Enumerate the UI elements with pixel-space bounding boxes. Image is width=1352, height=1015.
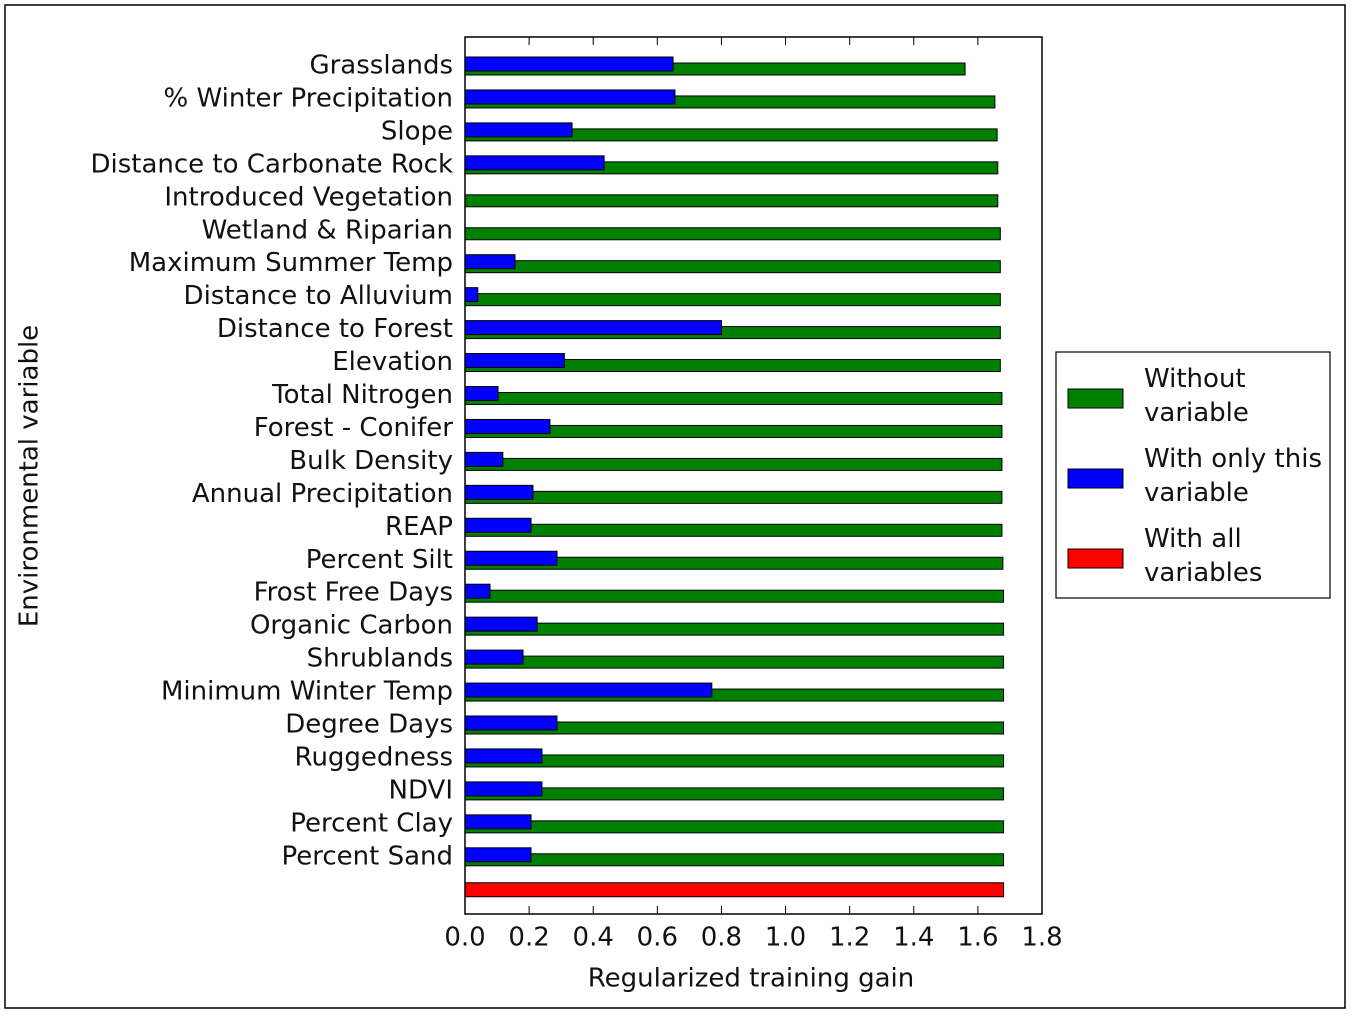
y-tick-label: Distance to Alluvium (184, 281, 453, 311)
legend-swatch (1067, 388, 1124, 409)
x-tick-label: 0.6 (637, 923, 678, 953)
bar (464, 787, 1005, 801)
y-tick-label: Forest - Conifer (254, 413, 454, 443)
y-tick-label: Grasslands (309, 51, 453, 81)
bar (464, 523, 1003, 537)
bar (464, 254, 516, 270)
bar (464, 754, 1005, 768)
bar (464, 484, 534, 500)
x-tick-label: 0.0 (444, 923, 485, 953)
bar (464, 748, 543, 764)
y-tick-label: Wetland & Riparian (202, 215, 453, 245)
y-tick-label: Degree Days (285, 710, 453, 740)
y-tick-label: Minimum Winter Temp (161, 677, 453, 707)
x-tick-label: 0.2 (508, 923, 549, 953)
bar (464, 550, 558, 566)
x-tick-label: 1.6 (957, 923, 998, 953)
x-tick-label: 1.0 (765, 923, 806, 953)
bar (464, 616, 538, 632)
legend-label: With all variables (1144, 524, 1263, 588)
y-tick-label: REAP (385, 512, 453, 542)
bar (464, 56, 674, 72)
bar (464, 293, 1001, 307)
bar (464, 649, 524, 665)
y-tick-label: Distance to Forest (217, 314, 453, 344)
legend-label: With only this variable (1144, 444, 1323, 508)
bar (464, 392, 1003, 405)
bar (464, 194, 999, 208)
bar (464, 122, 573, 138)
y-tick-label: % Winter Precipitation (164, 83, 453, 113)
x-tick-label: 1.4 (893, 923, 934, 953)
legend-entry: With only this variable (1144, 444, 1323, 508)
y-tick-label: Percent Clay (290, 808, 453, 838)
legend-label: Without variable (1144, 364, 1249, 428)
bar (464, 260, 1001, 274)
bar (464, 882, 1005, 898)
y-tick-label: Elevation (332, 347, 453, 377)
bar (464, 353, 565, 369)
bar (464, 386, 499, 401)
y-tick-label: Distance to Carbonate Rock (90, 149, 453, 179)
y-tick-label: Percent Sand (281, 841, 453, 871)
bar (464, 820, 1005, 834)
x-tick-label: 1.2 (829, 923, 870, 953)
legend-swatch (1067, 548, 1124, 569)
y-tick-label: Frost Free Days (254, 578, 453, 608)
bar (464, 418, 551, 434)
bar (464, 682, 713, 698)
x-tick-label: 0.8 (701, 923, 742, 953)
y-tick-label: Percent Silt (306, 545, 453, 575)
bar (464, 451, 504, 467)
y-axis-title: Environmental variable (15, 325, 45, 627)
y-tick-label: Bulk Density (289, 446, 453, 476)
bar (464, 814, 532, 830)
y-tick-label: Introduced Vegetation (164, 182, 453, 212)
bar (464, 622, 1005, 636)
x-axis-title: Regularized training gain (588, 964, 915, 994)
plot-frame (464, 36, 1043, 915)
y-tick-label: Ruggedness (295, 742, 453, 772)
y-tick-label: Organic Carbon (250, 611, 453, 641)
bar (464, 287, 479, 303)
bar (464, 490, 1003, 504)
bar (464, 155, 605, 171)
bar (464, 227, 1001, 241)
y-tick-label: NDVI (389, 775, 453, 805)
bar (464, 320, 722, 336)
bar (464, 89, 676, 105)
legend-entry: With all variables (1144, 524, 1263, 588)
bar (464, 457, 1003, 471)
legend-swatch (1067, 468, 1124, 489)
y-tick-label: Slope (381, 116, 453, 146)
bar (464, 517, 532, 533)
bar (464, 853, 1005, 867)
bar (464, 583, 491, 599)
y-tick-label: Shrublands (307, 644, 453, 674)
bar (464, 781, 543, 797)
y-tick-label: Maximum Summer Temp (129, 248, 453, 278)
bar (464, 715, 558, 731)
y-tick-label: Annual Precipitation (192, 479, 453, 509)
x-tick-label: 0.4 (573, 923, 614, 953)
x-tick-label: 1.8 (1021, 923, 1062, 953)
bar (464, 847, 532, 863)
bar (464, 655, 1005, 669)
y-tick-label: Total Nitrogen (271, 380, 453, 410)
bar (464, 589, 1005, 603)
legend-entry: Without variable (1144, 364, 1249, 428)
